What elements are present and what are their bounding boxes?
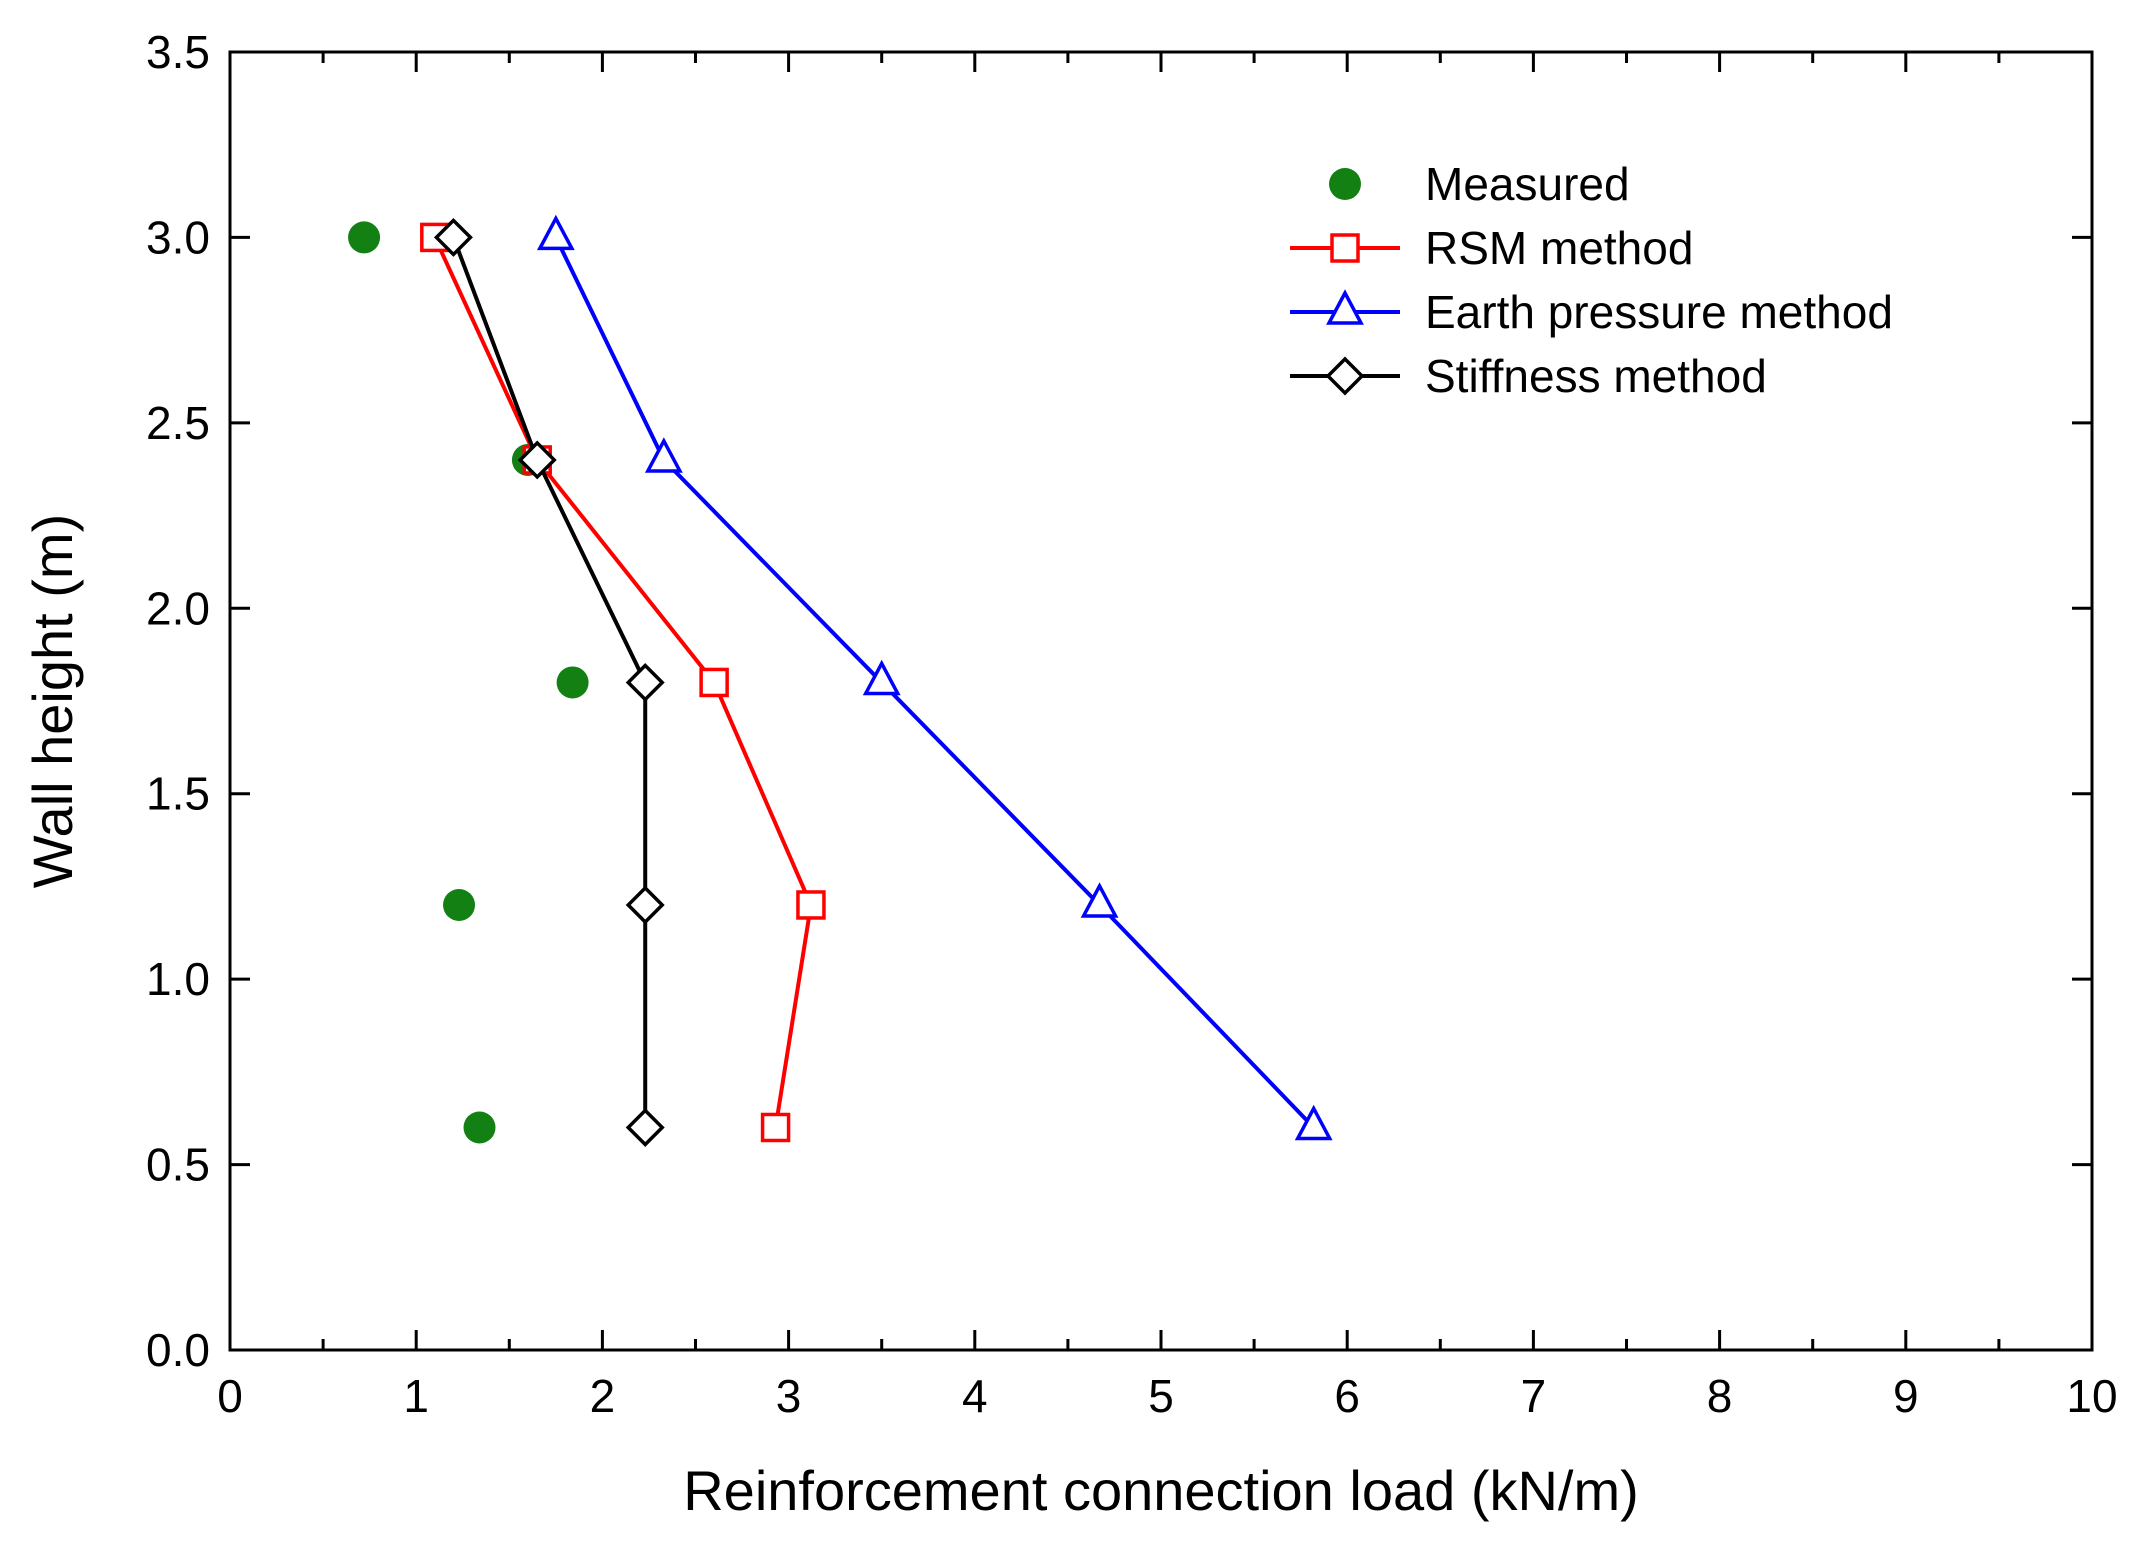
y-tick-label: 2.5 bbox=[146, 397, 210, 449]
x-tick-label: 7 bbox=[1521, 1370, 1547, 1422]
legend-marker bbox=[1326, 289, 1364, 325]
legend-item: Earth pressure method bbox=[1290, 286, 1893, 338]
data-point bbox=[536, 214, 575, 251]
y-tick-label: 0.0 bbox=[146, 1324, 210, 1376]
x-axis-label: Reinforcement connection load (kN/m) bbox=[683, 1459, 1639, 1522]
y-tick-label: 0.5 bbox=[146, 1139, 210, 1191]
y-tick-label: 3.0 bbox=[146, 211, 210, 263]
legend-item: Stiffness method bbox=[1290, 350, 1767, 402]
series-layer bbox=[348, 214, 1333, 1147]
x-tick-label: 9 bbox=[1893, 1370, 1919, 1422]
series-line bbox=[554, 236, 1316, 1129]
legend-marker bbox=[1325, 356, 1365, 396]
x-tick-label: 2 bbox=[590, 1370, 616, 1422]
x-tick-label: 4 bbox=[962, 1370, 988, 1422]
data-point bbox=[517, 440, 557, 480]
y-axis-label: Wall height (m) bbox=[21, 514, 84, 888]
legend-marker bbox=[1329, 168, 1361, 200]
data-point bbox=[556, 666, 589, 699]
legend-marker bbox=[1330, 233, 1360, 263]
x-tick-label: 0 bbox=[217, 1370, 243, 1422]
data-point bbox=[644, 437, 683, 473]
y-tick-label: 2.0 bbox=[146, 582, 210, 634]
data-point bbox=[443, 888, 476, 921]
series-line bbox=[433, 236, 814, 1128]
series-stiffness-method bbox=[433, 217, 665, 1147]
x-tick-label: 5 bbox=[1148, 1370, 1174, 1422]
y-tick-label: 1.5 bbox=[146, 768, 210, 820]
y-axis: 0.0 0.5 1.0 1.5 2.0 2.5 3.0 3.5 bbox=[146, 26, 2092, 1376]
x-tick-label: 8 bbox=[1707, 1370, 1733, 1422]
y-tick-label: 1.0 bbox=[146, 953, 210, 1005]
data-point bbox=[625, 885, 665, 925]
series-rsm-method bbox=[420, 222, 826, 1143]
data-point bbox=[625, 1108, 665, 1147]
series-line bbox=[451, 236, 648, 1128]
x-tick-label: 6 bbox=[1334, 1370, 1360, 1422]
data-point bbox=[699, 667, 729, 698]
plot-area bbox=[228, 50, 2094, 1352]
x-tick-label: 10 bbox=[2066, 1370, 2117, 1422]
legend-label: Stiffness method bbox=[1425, 350, 1767, 402]
x-tick-label: 3 bbox=[776, 1370, 802, 1422]
series-measured bbox=[348, 221, 589, 1144]
series-earth-pressure-method bbox=[536, 214, 1333, 1141]
data-point bbox=[760, 1112, 791, 1143]
legend-item: RSM method bbox=[1290, 222, 1693, 274]
data-point bbox=[433, 217, 473, 257]
data-point bbox=[1294, 1104, 1333, 1141]
data-point bbox=[463, 1111, 496, 1144]
y-tick-label: 3.5 bbox=[146, 26, 210, 78]
x-axis: 0 1 2 3 4 5 6 7 8 9 10 bbox=[217, 52, 2118, 1422]
data-point bbox=[1080, 882, 1119, 918]
legend-label: Measured bbox=[1425, 158, 1630, 210]
data-point bbox=[796, 890, 826, 920]
legend-item: Measured bbox=[1329, 158, 1630, 210]
data-point bbox=[862, 659, 901, 696]
data-point bbox=[625, 662, 665, 702]
x-tick-label: 1 bbox=[403, 1370, 429, 1422]
legend: Measured RSM method Earth pressure method S… bbox=[1290, 158, 1893, 402]
data-point bbox=[348, 221, 381, 254]
legend-label: RSM method bbox=[1425, 222, 1693, 274]
legend-label: Earth pressure method bbox=[1425, 286, 1893, 338]
plot-frame bbox=[228, 50, 2094, 1352]
